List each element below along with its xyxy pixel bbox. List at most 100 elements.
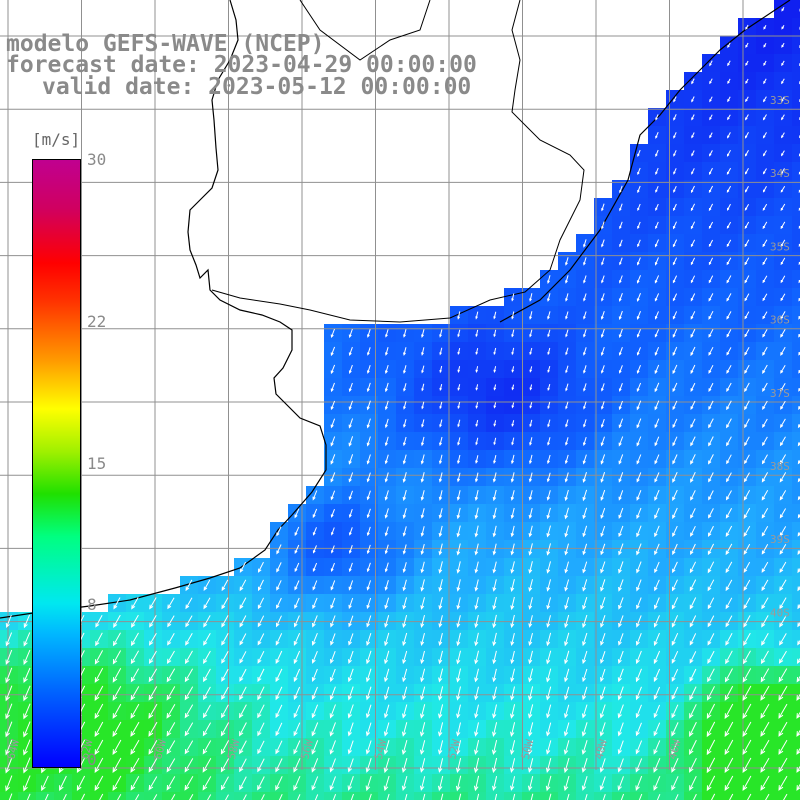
wind-arrow — [510, 490, 515, 501]
longitude-label: 60W — [151, 738, 169, 761]
wind-arrow — [293, 650, 301, 665]
wind-arrow — [600, 328, 605, 339]
wind-arrow — [403, 401, 407, 410]
wind-arrow — [546, 686, 552, 701]
wind-arrow — [762, 96, 767, 103]
wind-arrow — [761, 597, 769, 610]
wind-arrow — [690, 543, 696, 556]
wind-arrow — [726, 347, 732, 356]
wind-arrow — [491, 757, 498, 774]
wind-arrow — [547, 311, 551, 320]
wind-arrow — [565, 257, 569, 266]
wind-arrow — [420, 543, 425, 555]
wind-arrow — [275, 668, 283, 683]
wind-arrow — [456, 632, 461, 647]
wind-arrow — [366, 580, 371, 591]
wind-arrow — [131, 614, 139, 628]
wind-arrow — [402, 686, 408, 701]
wind-arrow — [456, 704, 461, 719]
wind-arrow — [510, 758, 516, 773]
wind-arrow — [636, 311, 641, 320]
wind-arrow — [492, 722, 498, 737]
wind-arrow — [402, 579, 407, 592]
wind-arrow — [654, 257, 659, 266]
wind-arrow — [708, 436, 714, 447]
wind-arrow — [331, 527, 335, 536]
wind-arrow — [420, 490, 425, 501]
wind-arrow — [727, 60, 731, 67]
wind-arrow — [636, 579, 642, 592]
wind-arrow — [384, 615, 390, 628]
wind-arrow — [743, 615, 751, 628]
wind-arrow — [673, 203, 677, 212]
wind-speed-cell — [486, 792, 504, 800]
wind-arrow — [202, 758, 212, 773]
wind-arrow — [5, 775, 13, 792]
wind-arrow — [384, 704, 390, 719]
wind-arrow — [184, 776, 194, 791]
wind-arrow — [294, 562, 300, 573]
wind-speed-cell — [792, 162, 800, 180]
wind-arrow — [366, 365, 371, 374]
wind-arrow — [583, 311, 587, 320]
wind-arrow — [511, 384, 515, 391]
wind-arrow — [745, 114, 749, 121]
wind-arrow — [220, 740, 230, 755]
wind-arrow — [674, 794, 679, 800]
wind-arrow — [690, 490, 696, 501]
wind-arrow — [742, 685, 752, 702]
lat-lon-grid — [0, 0, 800, 770]
wind-arrow — [294, 526, 300, 537]
wind-arrow — [564, 668, 570, 683]
wind-arrow — [438, 650, 443, 665]
wind-arrow — [384, 650, 390, 665]
wind-arrow — [760, 721, 770, 737]
wind-arrow — [546, 668, 552, 683]
wind-arrow — [546, 740, 552, 755]
wind-arrow — [149, 632, 157, 646]
colorbar-tick-label: 0 — [87, 750, 97, 769]
wind-arrow — [455, 775, 462, 792]
wind-arrow — [348, 650, 354, 664]
wind-arrow — [94, 667, 104, 683]
wind-arrow — [636, 543, 642, 556]
wind-arrow — [23, 757, 31, 774]
wind-arrow — [438, 704, 444, 719]
wind-arrow — [583, 365, 587, 374]
wind-arrow — [690, 239, 696, 248]
wind-arrow — [439, 365, 443, 374]
wind-arrow — [275, 758, 283, 773]
wind-arrow — [601, 293, 605, 302]
wind-arrow — [184, 758, 194, 773]
wind-arrow — [797, 513, 800, 519]
wind-arrow — [311, 704, 319, 719]
wind-arrow — [546, 490, 551, 501]
wind-arrow — [530, 793, 534, 800]
wind-arrow — [726, 239, 732, 248]
wind-arrow — [582, 507, 588, 520]
wind-arrow — [384, 668, 390, 683]
wind-arrow — [583, 257, 587, 266]
wind-arrow — [708, 257, 714, 266]
wind-arrow — [709, 60, 713, 67]
wind-arrow — [599, 758, 606, 773]
wind-arrow — [690, 257, 696, 266]
wind-arrow — [563, 722, 570, 737]
wind-speed-cell — [792, 180, 800, 198]
wind-arrow — [438, 525, 443, 538]
wind-arrow — [636, 472, 642, 483]
wind-speed-cell — [342, 792, 360, 800]
longitude-label: 46W — [666, 738, 684, 761]
valid-date: valid date: 2023-05-12 00:00:00 — [42, 74, 472, 100]
wind-arrow — [779, 633, 787, 646]
wind-arrow — [564, 597, 570, 610]
wind-arrow — [726, 472, 732, 483]
wind-arrow — [708, 167, 713, 175]
wind-arrow — [582, 614, 588, 629]
wind-arrow — [331, 545, 335, 554]
wind-arrow — [384, 508, 389, 519]
wind-arrow — [601, 203, 605, 212]
wind-arrow — [547, 347, 551, 356]
wind-arrow — [275, 740, 283, 755]
wind-arrow — [762, 132, 767, 139]
